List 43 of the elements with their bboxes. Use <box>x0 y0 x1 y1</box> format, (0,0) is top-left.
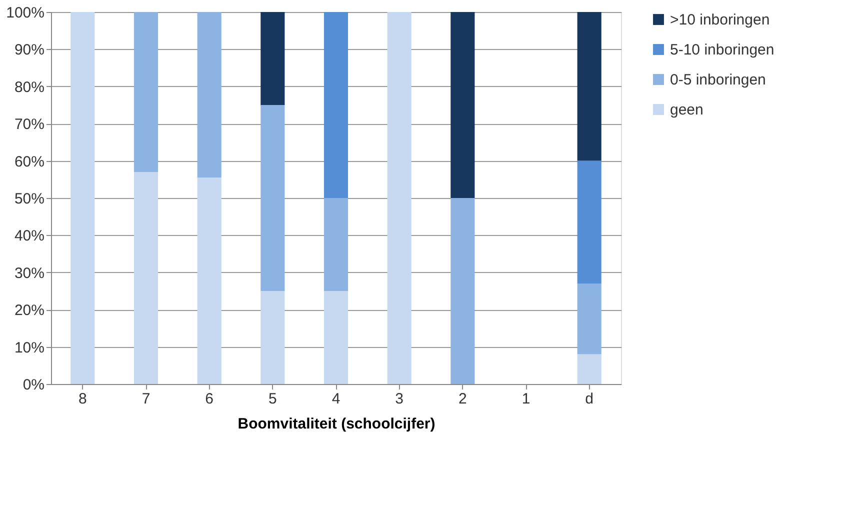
y-tick-label: 50% <box>14 190 44 208</box>
x-tick-label: 4 <box>332 390 340 408</box>
y-tick-label: 10% <box>14 339 44 356</box>
bar <box>260 12 285 105</box>
bar <box>387 12 412 384</box>
bar <box>324 12 348 198</box>
x-tick-label: 6 <box>205 390 214 408</box>
bar <box>577 284 602 354</box>
x-tick-label: 1 <box>522 390 530 408</box>
x-tick-label: 3 <box>395 390 404 408</box>
legend-label: geen <box>670 102 704 118</box>
y-tick-label: 100% <box>6 4 44 22</box>
x-tick-label: d <box>585 390 594 408</box>
bar <box>577 354 602 384</box>
x-axis-title: Boomvitaliteit (schoolcijfer) <box>238 416 436 432</box>
y-tick-label: 80% <box>14 78 44 96</box>
y-tick-label: 70% <box>14 116 44 134</box>
bar <box>450 198 475 384</box>
legend-label: 0-5 inboringen <box>670 72 766 88</box>
bar <box>324 291 348 384</box>
y-tick-label: 20% <box>14 302 44 320</box>
bar <box>324 198 348 291</box>
legend-label: >10 inboringen <box>670 12 770 28</box>
bar <box>260 291 285 384</box>
bar <box>577 160 602 284</box>
x-tick-label: 5 <box>268 390 277 408</box>
bar <box>70 12 95 384</box>
x-tick-label: 2 <box>458 390 467 408</box>
bar <box>197 178 222 384</box>
bar <box>197 12 222 178</box>
x-tick-label: 8 <box>78 390 87 408</box>
y-tick-label: 30% <box>14 264 44 282</box>
legend-label: 5-10 inboringen <box>670 42 774 58</box>
bar <box>134 172 158 384</box>
bar <box>260 105 285 291</box>
y-tick-label: 0% <box>22 376 44 394</box>
bar <box>450 12 475 198</box>
y-tick-label: 90% <box>14 42 44 59</box>
bar <box>577 12 602 161</box>
bar <box>134 12 158 172</box>
y-tick-label: 40% <box>14 228 44 245</box>
x-tick-label: 7 <box>142 390 150 408</box>
y-tick-label: 60% <box>14 153 44 170</box>
